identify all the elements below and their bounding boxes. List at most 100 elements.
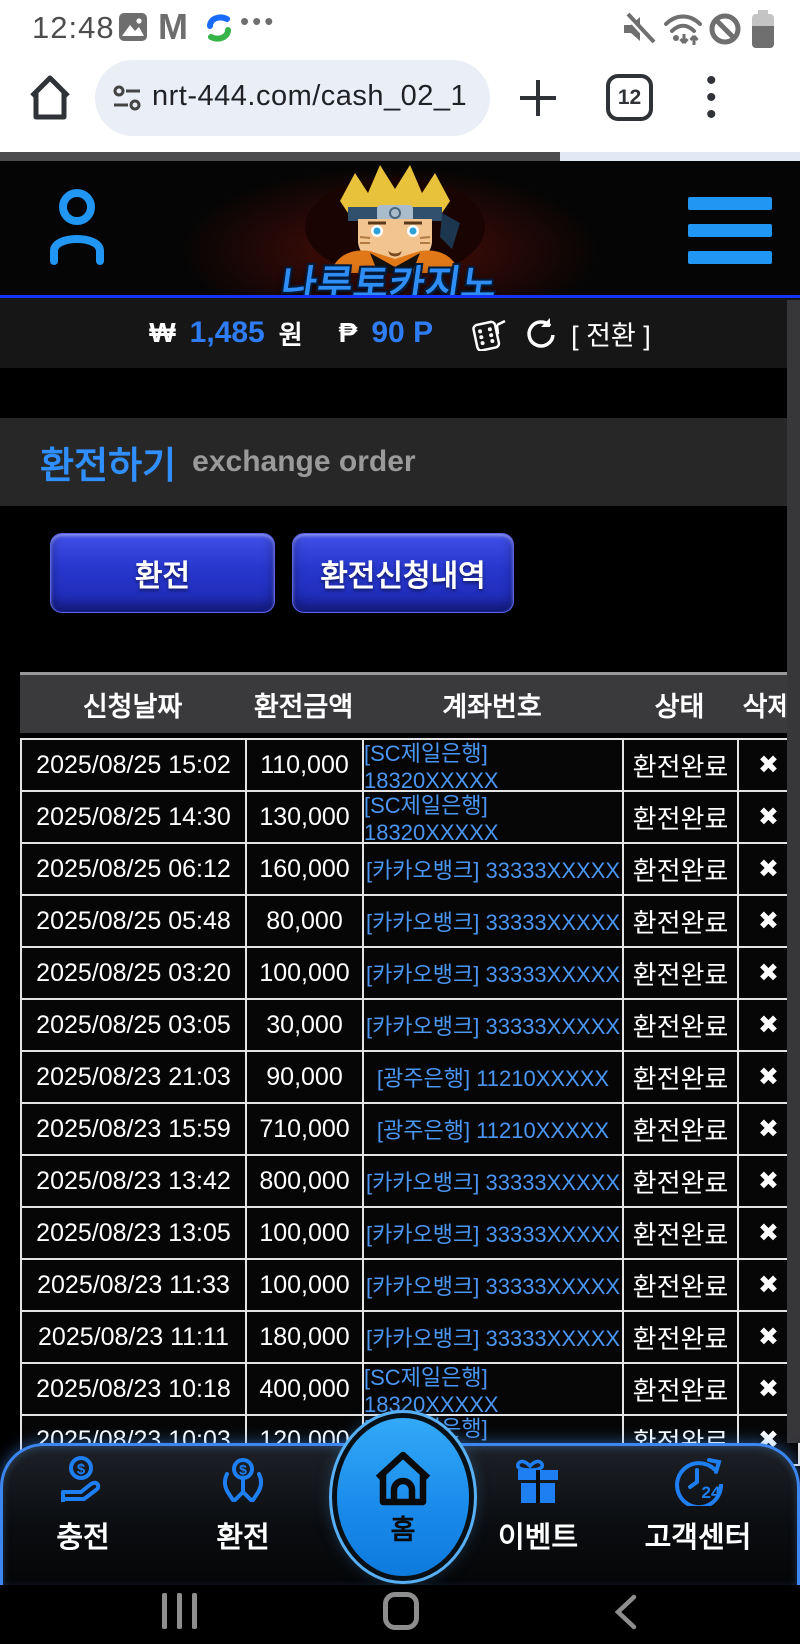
table-row: 2025/08/25 05:48 80,000 [카카오뱅크] 33333XXX…	[20, 894, 800, 946]
cell-status: 환전완료	[624, 844, 739, 894]
scrollbar-track[interactable]	[787, 300, 800, 1443]
cell-account: [카카오뱅크] 33333XXXXX	[364, 1208, 624, 1258]
more-notifications-dots: •••	[240, 6, 277, 36]
table-row: 2025/08/23 10:18 400,000 [SC제일은행] 18320X…	[20, 1362, 800, 1417]
svg-text:$: $	[239, 1462, 247, 1478]
col-delete: 삭제	[742, 691, 793, 722]
cell-request-date: 2025/08/23 11:11	[22, 1312, 247, 1362]
cs-24-badge: 24	[702, 1483, 721, 1502]
table-row: 2025/08/25 15:02 110,000 [SC제일은행] 18320X…	[20, 738, 800, 793]
profile-icon[interactable]	[46, 185, 108, 267]
new-tab-button[interactable]	[516, 76, 560, 120]
url-text[interactable]: nrt-444.com/cash_02_1	[152, 80, 468, 112]
nav-item-exchange[interactable]: $ 환전	[168, 1456, 318, 1556]
cell-request-date: 2025/08/25 15:02	[22, 740, 247, 790]
address-bar[interactable]	[95, 60, 490, 136]
cell-request-date: 2025/08/23 15:59	[22, 1104, 247, 1154]
col-amount: 환전금액	[253, 691, 354, 722]
page-title-card: 환전하기 exchange order	[0, 418, 800, 506]
cell-amount: 30,000	[247, 1000, 364, 1050]
site-info-icon[interactable]	[112, 84, 142, 112]
exchange-button[interactable]: 환전	[50, 533, 275, 613]
recents-button[interactable]	[162, 1593, 197, 1629]
svg-text:$: $	[77, 1461, 86, 1478]
nav-label: 홈	[390, 1514, 416, 1545]
cell-amount: 800,000	[247, 1156, 364, 1206]
cell-amount: 80,000	[247, 896, 364, 946]
cell-status: 환전완료	[624, 1260, 739, 1310]
cell-status: 환전완료	[624, 1208, 739, 1258]
cell-request-date: 2025/08/25 14:30	[22, 792, 247, 842]
browser-menu-button[interactable]: • • •	[706, 64, 717, 131]
cell-request-date: 2025/08/23 13:05	[22, 1208, 247, 1258]
table-row: 2025/08/25 03:05 30,000 [카카오뱅크] 33333XXX…	[20, 998, 800, 1050]
cell-account: [SC제일은행] 18320XXXXX	[364, 1364, 624, 1417]
refresh-icon[interactable]	[523, 316, 557, 350]
nav-item-event[interactable]: 이벤트	[463, 1456, 613, 1556]
table-body: 2025/08/25 15:02 110,000 [SC제일은행] 18320X…	[20, 738, 800, 1468]
cell-status: 환전완료	[624, 1156, 739, 1206]
page-title: 환전하기	[40, 445, 177, 486]
peso-amount: 90 P	[371, 316, 434, 349]
krw-symbol: ₩	[149, 317, 176, 348]
cell-status: 환전완료	[624, 948, 739, 998]
cell-status: 환전완료	[624, 740, 739, 790]
menu-bar	[688, 197, 772, 210]
table-row: 2025/08/23 11:33 100,000 [카카오뱅크] 33333XX…	[20, 1258, 800, 1310]
android-home-button[interactable]	[383, 1592, 419, 1630]
event-icon	[463, 1456, 613, 1506]
menu-button[interactable]	[688, 197, 772, 264]
cell-request-date: 2025/08/25 05:48	[22, 896, 247, 946]
photo-icon	[119, 13, 147, 41]
browser-home-button[interactable]	[28, 74, 72, 122]
mute-icon	[623, 12, 656, 45]
site-logo[interactable]: 나루토카지노	[278, 264, 501, 295]
cell-amount: 100,000	[247, 1260, 364, 1310]
exchange-history-button[interactable]: 환전신청내역	[292, 533, 514, 613]
table-row: 2025/08/23 11:11 180,000 [카카오뱅크] 33333XX…	[20, 1310, 800, 1362]
cell-amount: 400,000	[247, 1364, 364, 1414]
status-time: 12:48	[32, 10, 115, 45]
cell-amount: 110,000	[247, 740, 364, 790]
cell-account: [광주은행] 11210XXXXX	[364, 1104, 624, 1154]
cell-amount: 180,000	[247, 1312, 364, 1362]
cell-account: [카카오뱅크] 33333XXXXX	[364, 948, 624, 998]
dice-icon	[472, 319, 506, 351]
nav-item-customer-center[interactable]: 24 고객센터	[623, 1456, 773, 1556]
balance-bar: ₩ 1,485 원 ₱ 90 P [ 전환 ]	[0, 295, 800, 368]
cell-status: 환전완료	[624, 1000, 739, 1050]
cell-amount: 90,000	[247, 1052, 364, 1102]
nav-item-deposit[interactable]: $ 충전	[8, 1456, 158, 1556]
table-row: 2025/08/23 15:59 710,000 [광주은행] 11210XXX…	[20, 1102, 800, 1154]
nav-label: 이벤트	[497, 1522, 579, 1554]
krw-unit: 원	[278, 319, 303, 350]
naruto-character-image	[305, 165, 485, 273]
cell-amount: 100,000	[247, 1208, 364, 1258]
table-row: 2025/08/25 14:30 130,000 [SC제일은행] 18320X…	[20, 790, 800, 845]
home-icon	[375, 1451, 431, 1505]
cell-status: 환전완료	[624, 1052, 739, 1102]
back-button[interactable]	[612, 1593, 640, 1631]
table-row: 2025/08/23 21:03 90,000 [광주은행] 11210XXXX…	[20, 1050, 800, 1102]
cell-request-date: 2025/08/25 06:12	[22, 844, 247, 894]
cell-request-date: 2025/08/23 10:18	[22, 1364, 247, 1414]
convert-button[interactable]: [ 전환 ]	[571, 320, 651, 351]
table-row: 2025/08/23 13:05 100,000 [카카오뱅크] 33333XX…	[20, 1206, 800, 1258]
gmail-m-icon: M	[158, 6, 188, 47]
menu-bar	[688, 251, 772, 264]
browser-chrome: 12:48 M •••	[0, 0, 800, 152]
cell-amount: 710,000	[247, 1104, 364, 1154]
tab-switcher-button[interactable]: 12	[606, 74, 653, 121]
deposit-icon: $	[8, 1456, 158, 1506]
cell-status: 환전완료	[624, 1104, 739, 1154]
bottom-navigation: $ 충전 $ 환전 홈	[0, 1418, 800, 1585]
cell-request-date: 2025/08/25 03:05	[22, 1000, 247, 1050]
cell-status: 환전완료	[624, 896, 739, 946]
nav-label: 고객센터	[644, 1522, 752, 1554]
cell-request-date: 2025/08/23 21:03	[22, 1052, 247, 1102]
cell-account: [카카오뱅크] 33333XXXXX	[364, 1260, 624, 1310]
nav-item-home[interactable]: 홈	[337, 1418, 469, 1576]
table-row: 2025/08/25 06:12 160,000 [카카오뱅크] 33333XX…	[20, 842, 800, 894]
progress-strip	[0, 152, 560, 161]
